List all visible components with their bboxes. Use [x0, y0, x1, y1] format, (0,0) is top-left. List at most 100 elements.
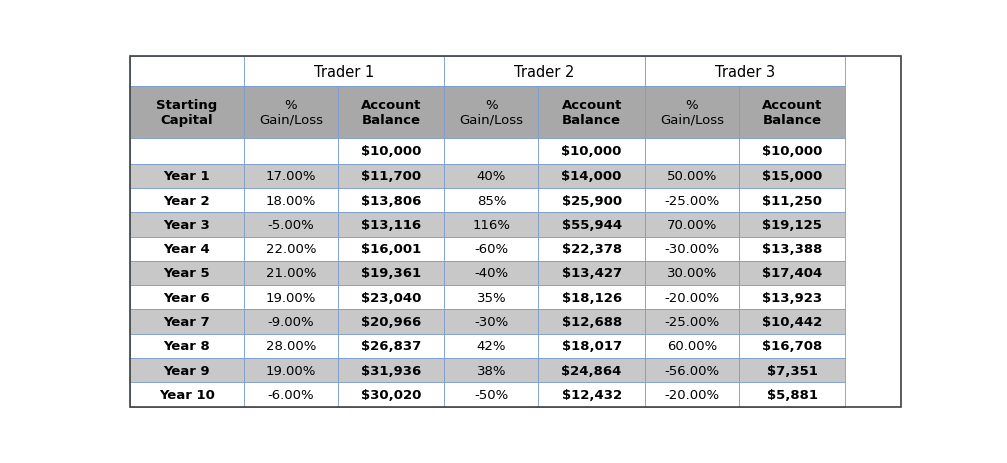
Text: 35%: 35% — [476, 291, 507, 304]
Bar — [338, 237, 444, 261]
Bar — [539, 286, 644, 310]
Text: $14,000: $14,000 — [562, 170, 622, 183]
Text: $23,040: $23,040 — [361, 291, 421, 304]
Bar — [444, 334, 539, 358]
Text: $25,900: $25,900 — [562, 194, 621, 207]
Text: $13,116: $13,116 — [362, 219, 421, 232]
Bar — [130, 334, 244, 358]
Text: -56.00%: -56.00% — [665, 364, 719, 377]
Bar — [739, 188, 845, 213]
Bar — [739, 138, 845, 164]
Text: 60.00%: 60.00% — [667, 340, 717, 353]
Text: $13,427: $13,427 — [562, 267, 621, 280]
Bar — [739, 334, 845, 358]
Bar — [244, 358, 338, 382]
Text: $11,250: $11,250 — [762, 194, 822, 207]
Bar — [739, 358, 845, 382]
Bar — [444, 286, 539, 310]
Bar — [539, 358, 644, 382]
Text: 17.00%: 17.00% — [266, 170, 316, 183]
Bar — [130, 188, 244, 213]
Bar — [338, 138, 444, 164]
Bar — [644, 382, 739, 407]
Text: Year 8: Year 8 — [163, 340, 210, 353]
Bar — [338, 358, 444, 382]
Text: %
Gain/Loss: % Gain/Loss — [259, 99, 323, 126]
Bar — [338, 188, 444, 213]
Bar — [644, 87, 739, 138]
Text: -25.00%: -25.00% — [665, 194, 720, 207]
Text: 40%: 40% — [476, 170, 507, 183]
Bar — [244, 334, 338, 358]
Text: 85%: 85% — [476, 194, 507, 207]
Bar — [244, 237, 338, 261]
Bar — [444, 358, 539, 382]
Bar — [244, 286, 338, 310]
Text: $16,708: $16,708 — [762, 340, 823, 353]
Text: $10,000: $10,000 — [562, 145, 622, 158]
Bar — [444, 261, 539, 286]
Bar — [244, 310, 338, 334]
Bar — [130, 358, 244, 382]
Bar — [444, 382, 539, 407]
Text: 38%: 38% — [476, 364, 507, 377]
Bar — [244, 57, 444, 87]
Bar — [130, 164, 244, 188]
Text: 18.00%: 18.00% — [266, 194, 316, 207]
Bar — [130, 138, 244, 164]
Text: Trader 2: Trader 2 — [515, 64, 575, 80]
Bar — [739, 164, 845, 188]
Text: -25.00%: -25.00% — [665, 315, 720, 328]
Bar — [739, 261, 845, 286]
Bar — [739, 310, 845, 334]
Text: Year 1: Year 1 — [163, 170, 210, 183]
Text: 50.00%: 50.00% — [667, 170, 717, 183]
Bar — [644, 237, 739, 261]
Text: -40%: -40% — [474, 267, 509, 280]
Bar — [739, 286, 845, 310]
Text: $17,404: $17,404 — [762, 267, 823, 280]
Text: -20.00%: -20.00% — [665, 388, 719, 401]
Bar — [539, 213, 644, 237]
Text: $10,000: $10,000 — [762, 145, 823, 158]
Text: $10,000: $10,000 — [361, 145, 421, 158]
Bar — [338, 382, 444, 407]
Text: 28.00%: 28.00% — [266, 340, 316, 353]
Bar — [130, 213, 244, 237]
Text: 19.00%: 19.00% — [266, 291, 316, 304]
Bar — [130, 382, 244, 407]
Text: Year 6: Year 6 — [163, 291, 210, 304]
Bar — [644, 138, 739, 164]
Bar — [644, 286, 739, 310]
Text: Starting
Capital: Starting Capital — [156, 99, 218, 126]
Text: Year 5: Year 5 — [163, 267, 210, 280]
Text: Year 3: Year 3 — [163, 219, 210, 232]
Bar — [444, 87, 539, 138]
Bar — [539, 87, 644, 138]
Text: Trader 3: Trader 3 — [715, 64, 775, 80]
Text: Account
Balance: Account Balance — [562, 99, 622, 126]
Text: $13,388: $13,388 — [762, 243, 823, 256]
Bar — [338, 310, 444, 334]
Text: $22,378: $22,378 — [562, 243, 621, 256]
Text: -50%: -50% — [474, 388, 509, 401]
Bar — [244, 261, 338, 286]
Bar — [539, 188, 644, 213]
Bar — [739, 237, 845, 261]
Bar — [444, 237, 539, 261]
Bar — [644, 213, 739, 237]
Text: $20,966: $20,966 — [362, 315, 421, 328]
Bar — [130, 57, 244, 87]
Bar — [130, 237, 244, 261]
Text: $19,361: $19,361 — [362, 267, 421, 280]
Text: -5.00%: -5.00% — [268, 219, 314, 232]
Bar — [644, 334, 739, 358]
Bar — [444, 57, 644, 87]
Text: Year 4: Year 4 — [163, 243, 210, 256]
Bar — [338, 87, 444, 138]
Text: Account
Balance: Account Balance — [762, 99, 823, 126]
Text: Year 7: Year 7 — [163, 315, 210, 328]
Text: $12,688: $12,688 — [562, 315, 621, 328]
Bar — [539, 138, 644, 164]
Text: -30%: -30% — [474, 315, 509, 328]
